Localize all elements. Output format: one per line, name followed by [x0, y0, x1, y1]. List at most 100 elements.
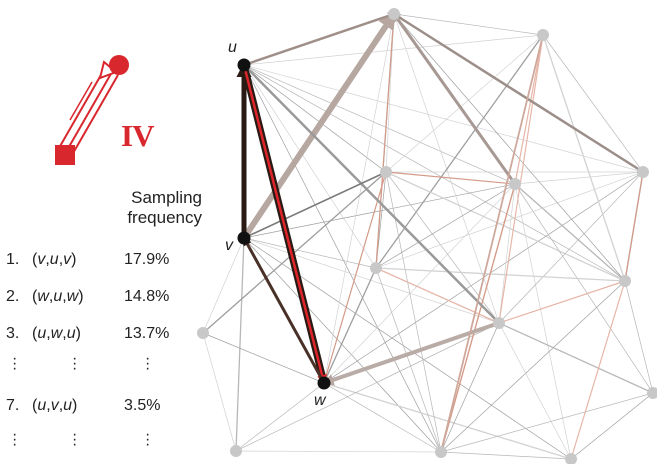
- weighted-edge: [513, 34, 544, 185]
- weighted-edge: [440, 34, 544, 453]
- edge: [243, 237, 500, 324]
- weighted-edge: [241, 11, 397, 241]
- edge: [514, 183, 654, 394]
- edge: [498, 171, 644, 324]
- row-frequency: 14.8%: [124, 288, 170, 305]
- row-sequence: (w,u,w): [32, 288, 84, 305]
- edge: [375, 34, 544, 269]
- weighted-edge: [623, 171, 644, 282]
- edge: [514, 183, 572, 460]
- weighted-edge: [323, 171, 387, 384]
- weighted-edge: [392, 12, 517, 186]
- motif-roman-numeral: IV: [121, 118, 154, 153]
- node-w: [317, 376, 331, 390]
- row-frequency: 3.5%: [124, 397, 161, 414]
- node-u: [237, 58, 251, 72]
- edge: [243, 64, 516, 185]
- node-label-v: v: [225, 237, 233, 254]
- weighted-edge: [498, 280, 626, 324]
- edge: [323, 267, 377, 384]
- edge: [243, 34, 544, 66]
- edge: [375, 171, 644, 269]
- node: [509, 178, 521, 190]
- weighted-edge: [440, 183, 516, 453]
- title-line-2: frequency: [127, 208, 202, 227]
- weighted-edge: [497, 34, 544, 324]
- node: [493, 317, 505, 329]
- target-circle-icon: [109, 55, 129, 75]
- node: [537, 29, 549, 41]
- edge: [393, 13, 500, 324]
- frequency-row: 7. (u,v,u) 3.5%: [6, 397, 160, 415]
- weighted-edge: [243, 171, 387, 239]
- node: [197, 327, 209, 339]
- node: [647, 387, 657, 399]
- row-index: 3.: [6, 325, 20, 342]
- frequency-row: 1. (v,u,v) 17.9%: [6, 251, 169, 269]
- edge: [385, 171, 626, 282]
- row-sequence: (u,w,u): [32, 325, 81, 342]
- edge: [498, 183, 516, 324]
- frequency-row: 3. (u,w,u) 13.7%: [6, 325, 169, 343]
- edge: [542, 34, 644, 173]
- edge: [385, 34, 544, 173]
- edge: [514, 171, 644, 185]
- row-index: 2.: [6, 288, 20, 305]
- node: [370, 262, 382, 274]
- edge: [202, 237, 245, 334]
- edge: [323, 382, 572, 460]
- edge: [375, 267, 442, 453]
- weighted-edge: [242, 63, 501, 325]
- edge-type-legend-icon: [55, 55, 129, 165]
- edge: [323, 183, 516, 384]
- sampling-frequency-title: Sampling frequency: [110, 188, 202, 228]
- source-square-icon: [55, 145, 75, 165]
- edge: [235, 382, 325, 452]
- edge: [570, 392, 654, 460]
- edge: [393, 13, 626, 282]
- row-sequence: (v,u,v): [32, 251, 77, 268]
- node-label-w: w: [314, 392, 326, 409]
- row-frequency: 13.7%: [124, 325, 170, 342]
- edge: [375, 183, 516, 269]
- edge: [514, 183, 626, 282]
- node: [380, 166, 392, 178]
- edge: [624, 280, 654, 394]
- motif-edge-w-v: [242, 236, 326, 385]
- node: [230, 445, 242, 457]
- weighted-edge: [375, 13, 396, 269]
- edge: [440, 392, 654, 453]
- node: [619, 275, 631, 287]
- weighted-edge: [570, 280, 626, 460]
- node: [565, 453, 577, 464]
- edge: [202, 332, 237, 452]
- node: [637, 166, 649, 178]
- node: [388, 8, 400, 20]
- row-index: 7.: [6, 397, 20, 414]
- edge: [393, 13, 544, 36]
- edge: [440, 280, 626, 453]
- edge: [202, 332, 325, 384]
- edge: [235, 237, 245, 452]
- node: [435, 446, 447, 458]
- edge: [323, 13, 395, 384]
- edge: [235, 322, 500, 452]
- motif-edge-u-w-highlight: [242, 63, 327, 385]
- graph-nodes: [197, 8, 657, 464]
- edge: [440, 451, 572, 460]
- edge: [243, 237, 442, 453]
- weighted-edge: [385, 170, 516, 185]
- weighted-edge: [375, 267, 500, 324]
- row-frequency: 17.9%: [124, 251, 170, 268]
- edge: [385, 171, 500, 324]
- node-v: [237, 231, 251, 245]
- edge: [542, 34, 626, 282]
- node-label-u: u: [228, 39, 237, 56]
- frequency-row: 2. (w,u,w) 14.8%: [6, 288, 169, 306]
- row-sequence: (u,v,u): [32, 397, 78, 414]
- edge: [243, 237, 377, 269]
- graph-edges: [202, 11, 654, 460]
- edge: [323, 382, 442, 453]
- weighted-edge: [392, 12, 645, 174]
